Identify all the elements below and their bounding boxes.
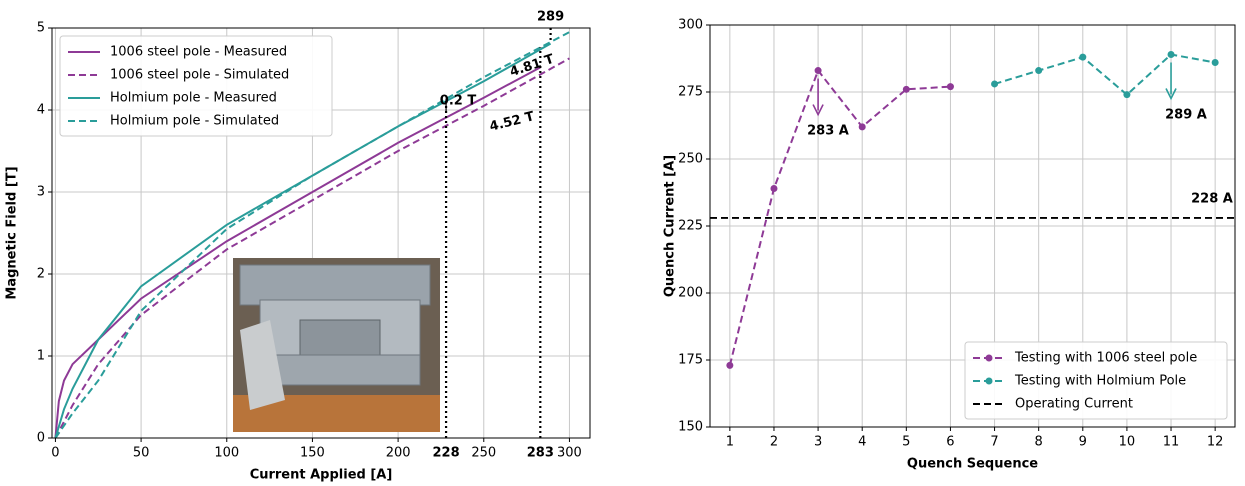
legend-label: 1006 steel pole - Simulated [110,68,289,83]
inset-photo [233,258,440,432]
x-tick-label: 11 [1163,435,1180,450]
data-point [902,85,910,93]
y-axis-label: Magnetic Field [T] [5,166,20,299]
y-tick-label: 250 [678,152,703,167]
x-tick-label: 0 [51,446,59,461]
annotation: 283 A [807,124,849,139]
x-tick-label: 150 [300,446,325,461]
annotation: 289 A [1165,108,1207,123]
data-point [946,83,954,91]
marker-label: 228 [433,446,460,461]
legend-marker [985,354,993,362]
x-tick-label: 3 [814,435,822,450]
x-tick-label: 7 [990,435,998,450]
y-tick-label: 5 [37,21,45,36]
y-tick-label: 275 [678,85,703,100]
legend-marker [985,377,993,385]
photo-block [299,319,381,361]
series-line [54,66,541,439]
annotation: 228 A [1191,192,1233,207]
legend-label: Holmium pole - Measured [110,91,277,106]
legend-label: Testing with Holmium Pole [1014,374,1186,389]
x-tick-label: 6 [946,435,954,450]
series-line [54,57,570,439]
y-tick-label: 2 [37,267,45,282]
series-line [994,53,1216,97]
x-tick-label: 5 [902,435,910,450]
x-tick-label: 12 [1207,435,1224,450]
x-tick-label: 50 [133,446,150,461]
y-tick-label: 300 [678,18,703,33]
y-tick-label: 175 [678,353,703,368]
legend-label: 1006 steel pole - Measured [110,45,287,60]
x-tick-label: 2 [770,435,778,450]
data-point [1167,50,1175,58]
x-tick-label: 300 [557,446,582,461]
plot-frame [709,24,1236,428]
series-line [728,68,951,366]
legend-label: Testing with 1006 steel pole [1014,351,1197,366]
legend-label: Operating Current [1015,397,1133,412]
y-tick-label: 150 [678,420,703,435]
annotation: 0.2 T [440,94,477,109]
x-tick-label: 8 [1035,435,1043,450]
y-tick-label: 4 [37,103,45,118]
legend-box [59,35,333,137]
data-point [770,184,778,192]
plot-frame [51,27,591,439]
data-point [1123,91,1131,99]
data-point [814,67,822,75]
data-point [726,361,734,369]
annotation-arrowhead [812,104,824,117]
data-point [858,123,866,131]
y-axis-label: Quench Current [A] [663,155,678,297]
x-tick-label: 100 [214,446,239,461]
annotation: 4.52 T [488,109,536,135]
annotation: 4.81 T [508,52,556,80]
data-point [1079,53,1087,61]
x-tick-label: 10 [1119,435,1136,450]
photo-block [239,264,431,306]
photo-block [269,354,421,386]
data-point [1035,67,1043,75]
x-axis-label: Quench Sequence [907,457,1038,472]
data-point [991,80,999,88]
data-point [1211,59,1219,67]
legend-label: Holmium pole - Simulated [110,114,279,129]
x-tick-label: 250 [471,446,496,461]
y-tick-label: 1 [37,349,45,364]
x-tick-label: 4 [858,435,866,450]
y-tick-label: 225 [678,219,703,234]
x-tick-label: 9 [1079,435,1087,450]
x-tick-label: 1 [726,435,734,450]
y-tick-label: 3 [37,185,45,200]
photo-plate [240,320,285,410]
x-tick-label: 200 [386,446,411,461]
x-axis-label: Current Applied [A] [250,468,393,483]
annotation-arrowhead [1165,88,1177,101]
series-line [54,42,552,439]
y-tick-label: 200 [678,286,703,301]
y-tick-label: 0 [37,431,45,446]
marker-label: 283 [527,446,554,461]
legend-box [964,341,1228,420]
marker-label: 289 [537,10,564,25]
